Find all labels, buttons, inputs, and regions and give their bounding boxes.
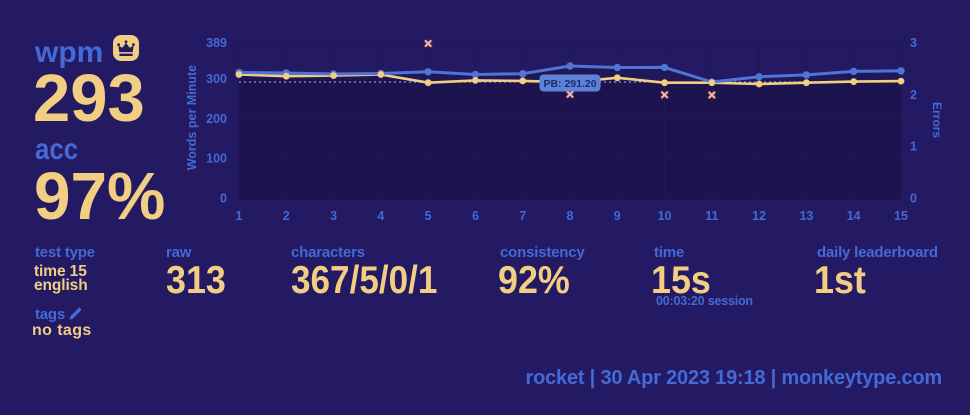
svg-text:6: 6 bbox=[472, 209, 479, 223]
svg-text:2: 2 bbox=[910, 88, 917, 102]
svg-text:2: 2 bbox=[283, 209, 290, 223]
svg-text:11: 11 bbox=[705, 209, 718, 223]
svg-text:200: 200 bbox=[206, 112, 227, 126]
svg-text:389: 389 bbox=[206, 36, 227, 50]
svg-text:0: 0 bbox=[220, 192, 227, 206]
svg-text:9: 9 bbox=[614, 209, 621, 223]
svg-text:100: 100 bbox=[206, 152, 227, 166]
svg-text:14: 14 bbox=[847, 209, 861, 223]
svg-text:13: 13 bbox=[799, 209, 813, 223]
svg-text:8: 8 bbox=[567, 209, 574, 223]
svg-text:1: 1 bbox=[910, 140, 917, 154]
svg-text:3: 3 bbox=[330, 209, 337, 223]
svg-text:12: 12 bbox=[752, 209, 766, 223]
svg-text:300: 300 bbox=[206, 72, 227, 86]
svg-text:3: 3 bbox=[910, 36, 917, 50]
svg-text:1: 1 bbox=[236, 209, 243, 223]
svg-text:PB: 291.20: PB: 291.20 bbox=[543, 78, 596, 90]
svg-text:7: 7 bbox=[519, 209, 526, 223]
svg-text:0: 0 bbox=[910, 192, 917, 206]
svg-text:Errors: Errors bbox=[930, 102, 944, 138]
svg-text:10: 10 bbox=[658, 209, 672, 223]
svg-text:5: 5 bbox=[425, 209, 432, 223]
svg-text:4: 4 bbox=[377, 209, 384, 223]
svg-text:Words per Minute: Words per Minute bbox=[185, 65, 199, 170]
svg-text:15: 15 bbox=[894, 209, 908, 223]
